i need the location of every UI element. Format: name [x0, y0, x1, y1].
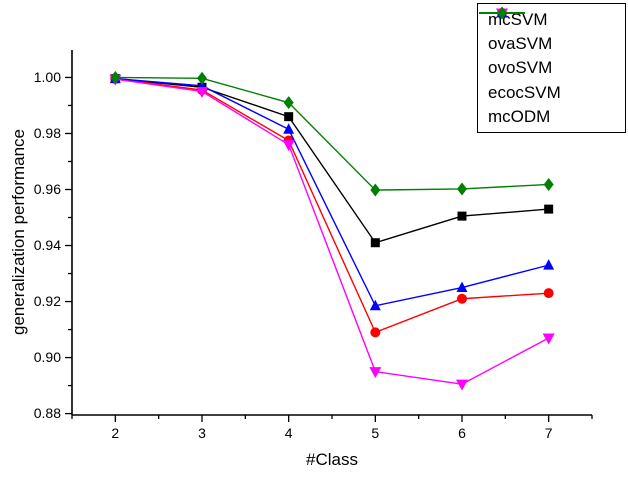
- x-tick-label: 7: [545, 425, 553, 441]
- series-line-mcSVM: [115, 77, 549, 244]
- y-axis-title: generalization performance: [9, 128, 28, 336]
- series-line-ovaSVM: [115, 78, 549, 334]
- legend: mcSVM ovaSVM ovoSVM ecocSVM mcODM: [477, 3, 626, 133]
- y-tick-label: 0.92: [34, 293, 61, 309]
- x-tick-label: 5: [371, 425, 379, 441]
- y-tick-label: 0.96: [34, 181, 61, 197]
- legend-label: ovaSVM: [488, 34, 553, 54]
- legend-item-ovaSVM: ovaSVM: [479, 8, 625, 55]
- x-axis-title: #Class: [306, 450, 358, 469]
- legend-item-ecocSVM: ecocSVM: [479, 8, 625, 103]
- x-tick-label: 3: [198, 425, 206, 441]
- x-tick-label: 6: [458, 425, 466, 441]
- series-line-ecocSVM: [115, 78, 549, 385]
- legend-label: ovoSVM: [488, 58, 553, 78]
- y-tick-label: 0.88: [34, 405, 61, 421]
- legend-item-ovoSVM: ovoSVM: [479, 7, 625, 79]
- x-tick-label: 4: [285, 425, 293, 441]
- legend-marker-diamond-icon: [479, 6, 525, 20]
- y-tick-label: 0.98: [34, 125, 61, 141]
- x-tick-label: 2: [111, 425, 119, 441]
- y-tick-label: 1.00: [34, 69, 61, 85]
- y-tick-label: 0.90: [34, 349, 61, 365]
- legend-label: ecocSVM: [488, 82, 561, 102]
- y-tick-label: 0.94: [34, 237, 61, 253]
- legend-label: mcODM: [488, 107, 551, 127]
- series-mcODM: [110, 70, 554, 197]
- series-line-mcODM: [115, 76, 549, 191]
- series-line-ovoSVM: [115, 77, 549, 307]
- legend-item-mcODM: mcODM: [479, 6, 625, 128]
